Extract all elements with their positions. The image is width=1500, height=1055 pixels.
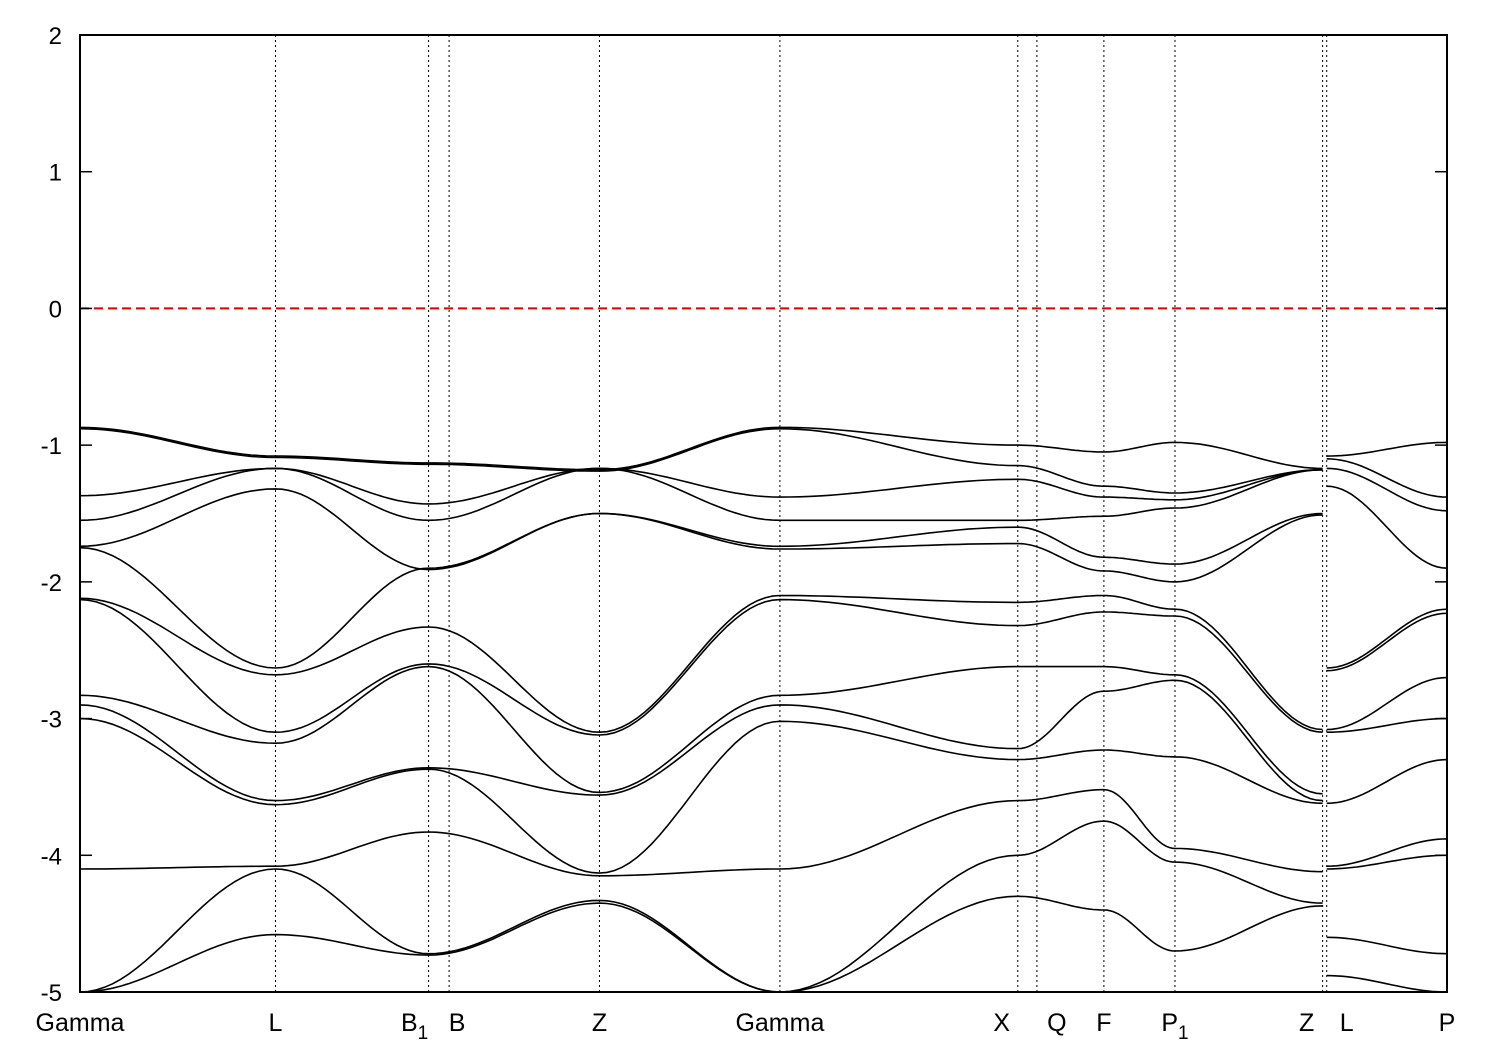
x-tick-label: Gamma xyxy=(735,1009,824,1037)
band-line-right-3 xyxy=(1326,467,1447,512)
band-line-12 xyxy=(80,788,1323,877)
band-line-14 xyxy=(80,895,1323,992)
y-tick-label: -2 xyxy=(41,570,62,597)
y-tick-label: -1 xyxy=(41,433,62,460)
x-tick-label: Gamma xyxy=(36,1009,125,1037)
band-line-3 xyxy=(80,467,1323,505)
band-line-11 xyxy=(80,717,1323,874)
band-line-10 xyxy=(80,679,1323,802)
y-tick-label: -3 xyxy=(41,707,62,734)
band-line-right-1 xyxy=(1326,441,1447,457)
x-tick-label: L xyxy=(269,1009,283,1037)
x-tick-label: X xyxy=(993,1009,1010,1037)
band-line-6 xyxy=(80,512,1323,669)
band-line-7 xyxy=(80,594,1323,734)
y-tick-label: -5 xyxy=(41,980,62,1007)
x-tick-label: F xyxy=(1096,1009,1111,1037)
x-tick-label: P1 xyxy=(1161,1009,1188,1044)
band-line-right-9 xyxy=(1326,758,1447,805)
band-line-13 xyxy=(80,820,1323,992)
band-line-right-5 xyxy=(1326,608,1447,669)
x-tick-label: Z xyxy=(1299,1009,1314,1037)
band-line-right-11 xyxy=(1326,854,1447,870)
grid-layer xyxy=(274,35,1328,992)
x-tick-label: B1 xyxy=(401,1009,428,1044)
band-line-9 xyxy=(80,665,1323,795)
x-tick-label: B xyxy=(449,1009,466,1037)
y-tick-label: -4 xyxy=(41,843,62,870)
band-line-8 xyxy=(80,598,1323,736)
x-tick-label: P xyxy=(1439,1009,1456,1037)
x-tick-label: Z xyxy=(592,1009,607,1037)
bands-layer xyxy=(80,426,1447,992)
band-line-right-2 xyxy=(1326,458,1447,498)
axes-layer xyxy=(79,34,1448,993)
band-line-2 xyxy=(80,427,1323,494)
band-line-5 xyxy=(80,488,1323,571)
y-tick-label: 2 xyxy=(49,23,62,50)
band-line-right-6 xyxy=(1326,612,1447,672)
plot-frame xyxy=(79,34,1448,993)
band-line-right-8 xyxy=(1326,717,1447,733)
x-tick-label: Q xyxy=(1047,1009,1066,1037)
band-line-right-7 xyxy=(1326,676,1447,731)
x-tick-label: L xyxy=(1340,1009,1354,1037)
band-line-right-12 xyxy=(1326,936,1447,955)
y-tick-label: 1 xyxy=(49,160,62,187)
band-line-4 xyxy=(80,467,1323,522)
y-tick-label: 0 xyxy=(49,296,62,323)
band-line-1 xyxy=(80,426,1323,471)
band-line-right-10 xyxy=(1326,838,1447,867)
band-line-right-13 xyxy=(1326,974,1447,992)
band-line-right-4 xyxy=(1326,485,1447,569)
